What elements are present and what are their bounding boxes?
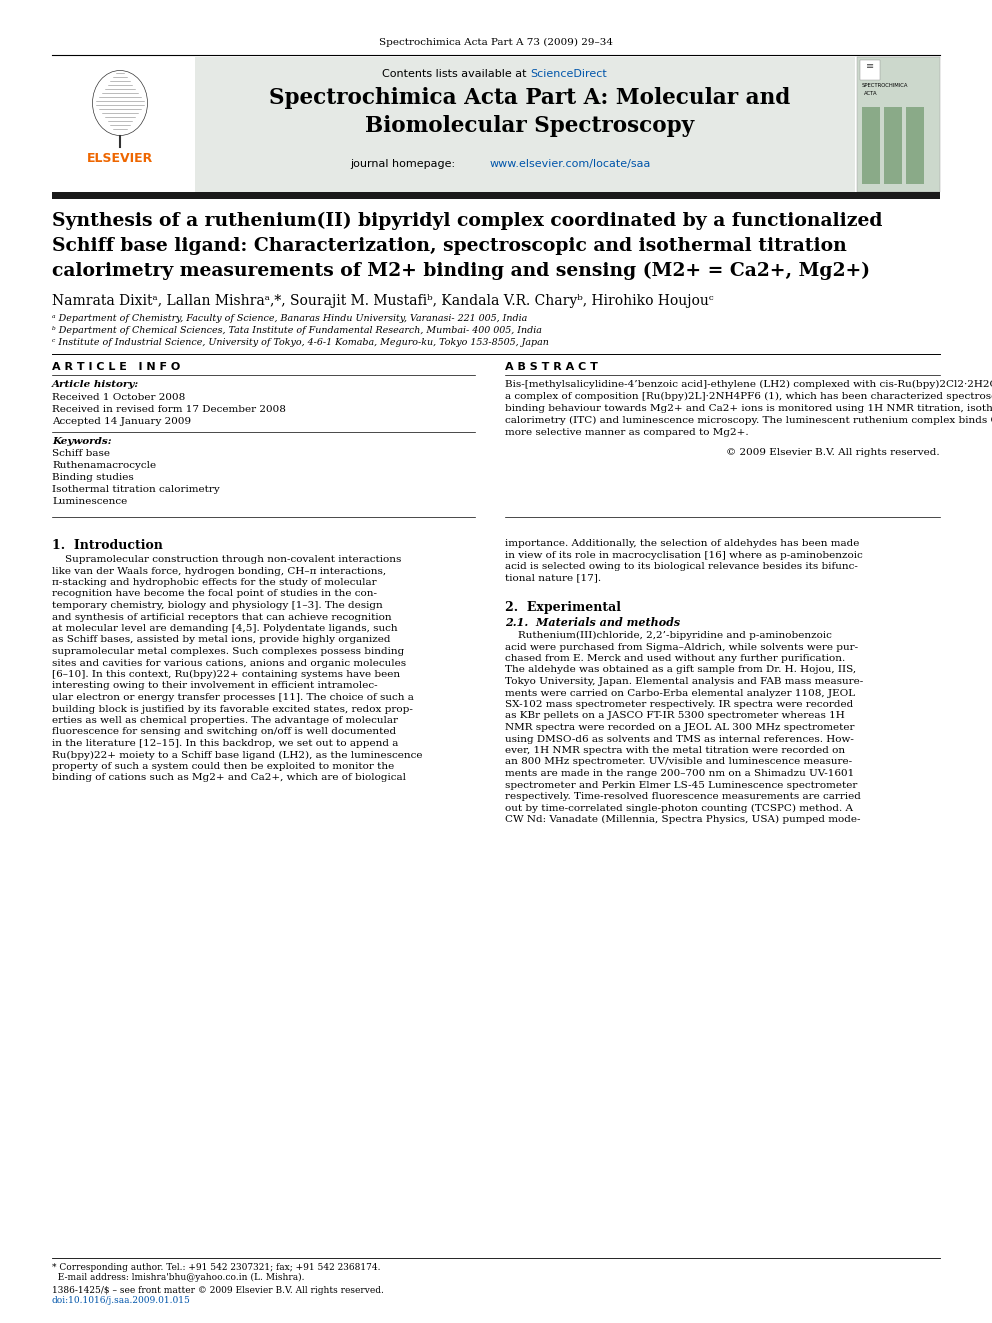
Text: NMR spectra were recorded on a JEOL AL 300 MHz spectrometer: NMR spectra were recorded on a JEOL AL 3… — [505, 722, 854, 732]
Text: temporary chemistry, biology and physiology [1–3]. The design: temporary chemistry, biology and physiol… — [52, 601, 383, 610]
Text: and synthesis of artificial receptors that can achieve recognition: and synthesis of artificial receptors th… — [52, 613, 392, 622]
Text: respectively. Time-resolved fluorescence measurements are carried: respectively. Time-resolved fluorescence… — [505, 792, 861, 800]
Text: 1.  Introduction: 1. Introduction — [52, 538, 163, 552]
Text: ever, 1H NMR spectra with the metal titration were recorded on: ever, 1H NMR spectra with the metal titr… — [505, 746, 845, 755]
Text: Luminescence: Luminescence — [52, 497, 127, 505]
Text: binding of cations such as Mg2+ and Ca2+, which are of biological: binding of cations such as Mg2+ and Ca2+… — [52, 774, 406, 782]
Text: Spectrochimica Acta Part A: Molecular and: Spectrochimica Acta Part A: Molecular an… — [270, 87, 791, 108]
Text: SPECTROCHIMICA: SPECTROCHIMICA — [862, 83, 909, 89]
Text: sites and cavities for various cations, anions and organic molecules: sites and cavities for various cations, … — [52, 659, 406, 668]
Text: Supramolecular construction through non-covalent interactions: Supramolecular construction through non-… — [52, 556, 402, 564]
Bar — [195, 57, 855, 192]
Text: out by time-correlated single-photon counting (TCSPC) method. A: out by time-correlated single-photon cou… — [505, 803, 853, 812]
Text: [6–10]. In this context, Ru(bpy)22+ containing systems have been: [6–10]. In this context, Ru(bpy)22+ cont… — [52, 669, 400, 679]
Text: importance. Additionally, the selection of aldehydes has been made: importance. Additionally, the selection … — [505, 538, 859, 548]
Text: ELSEVIER: ELSEVIER — [87, 152, 153, 165]
Text: spectrometer and Perkin Elmer LS-45 Luminescence spectrometer: spectrometer and Perkin Elmer LS-45 Lumi… — [505, 781, 857, 790]
Text: Bis-[methylsalicylidine-4’benzoic acid]-ethylene (LH2) complexed with cis-Ru(bpy: Bis-[methylsalicylidine-4’benzoic acid]-… — [505, 380, 992, 389]
Text: © 2009 Elsevier B.V. All rights reserved.: © 2009 Elsevier B.V. All rights reserved… — [726, 448, 940, 456]
Bar — [857, 57, 940, 192]
Bar — [862, 107, 880, 184]
Text: Spectrochimica Acta Part A 73 (2009) 29–34: Spectrochimica Acta Part A 73 (2009) 29–… — [379, 38, 613, 48]
Text: supramolecular metal complexes. Such complexes possess binding: supramolecular metal complexes. Such com… — [52, 647, 405, 656]
Text: ᶜ Institute of Industrial Science, University of Tokyo, 4-6-1 Komaba, Meguro-ku,: ᶜ Institute of Industrial Science, Unive… — [52, 337, 549, 347]
Text: calorimetry measurements of M2+ binding and sensing (M2+ = Ca2+, Mg2+): calorimetry measurements of M2+ binding … — [52, 262, 870, 280]
Text: Binding studies: Binding studies — [52, 474, 134, 482]
Text: acid is selected owing to its biological relevance besides its bifunc-: acid is selected owing to its biological… — [505, 562, 858, 572]
Text: building block is justified by its favorable excited states, redox prop-: building block is justified by its favor… — [52, 705, 413, 713]
Text: in view of its role in macrocyclisation [16] where as p-aminobenzoic: in view of its role in macrocyclisation … — [505, 550, 863, 560]
Text: ments were carried on Carbo-Erba elemental analyzer 1108, JEOL: ments were carried on Carbo-Erba element… — [505, 688, 855, 697]
Text: ments are made in the range 200–700 nm on a Shimadzu UV-1601: ments are made in the range 200–700 nm o… — [505, 769, 854, 778]
Text: Ruthenium(III)chloride, 2,2’-bipyridine and p-aminobenzoic: Ruthenium(III)chloride, 2,2’-bipyridine … — [505, 631, 832, 640]
Text: property of such a system could then be exploited to monitor the: property of such a system could then be … — [52, 762, 394, 771]
Text: erties as well as chemical properties. The advantage of molecular: erties as well as chemical properties. T… — [52, 716, 398, 725]
Text: binding behaviour towards Mg2+ and Ca2+ ions is monitored using 1H NMR titration: binding behaviour towards Mg2+ and Ca2+ … — [505, 404, 992, 413]
Text: an 800 MHz spectrometer. UV/visible and luminescence measure-: an 800 MHz spectrometer. UV/visible and … — [505, 758, 852, 766]
Text: ScienceDirect: ScienceDirect — [530, 69, 607, 79]
Text: Accepted 14 January 2009: Accepted 14 January 2009 — [52, 417, 191, 426]
Bar — [884, 107, 902, 184]
Text: calorimetry (ITC) and luminescence microscopy. The luminescent ruthenium complex: calorimetry (ITC) and luminescence micro… — [505, 415, 992, 425]
Text: recognition have become the focal point of studies in the con-: recognition have become the focal point … — [52, 590, 377, 598]
Text: ᵃ Department of Chemistry, Faculty of Science, Banaras Hindu University, Varanas: ᵃ Department of Chemistry, Faculty of Sc… — [52, 314, 528, 323]
Text: ular electron or energy transfer processes [11]. The choice of such a: ular electron or energy transfer process… — [52, 693, 414, 703]
Text: SX-102 mass spectrometer respectively. IR spectra were recorded: SX-102 mass spectrometer respectively. I… — [505, 700, 853, 709]
Text: A B S T R A C T: A B S T R A C T — [505, 363, 598, 372]
Bar — [52, 192, 940, 198]
Text: doi:10.1016/j.saa.2009.01.015: doi:10.1016/j.saa.2009.01.015 — [52, 1297, 190, 1304]
Text: ᵇ Department of Chemical Sciences, Tata Institute of Fundamental Research, Mumba: ᵇ Department of Chemical Sciences, Tata … — [52, 325, 542, 335]
Text: Keywords:: Keywords: — [52, 437, 112, 446]
Text: chased from E. Merck and used without any further purification.: chased from E. Merck and used without an… — [505, 654, 845, 663]
Text: π-stacking and hydrophobic effects for the study of molecular: π-stacking and hydrophobic effects for t… — [52, 578, 377, 587]
Text: Synthesis of a ruthenium(II) bipyridyl complex coordinated by a functionalized: Synthesis of a ruthenium(II) bipyridyl c… — [52, 212, 883, 230]
Text: Biomolecular Spectroscopy: Biomolecular Spectroscopy — [365, 115, 694, 138]
Text: Received in revised form 17 December 2008: Received in revised form 17 December 200… — [52, 405, 286, 414]
Text: a complex of composition [Ru(bpy)2L]·2NH4PF6 (1), which has been characterized s: a complex of composition [Ru(bpy)2L]·2NH… — [505, 392, 992, 401]
Text: Namrata Dixitᵃ, Lallan Mishraᵃ,*, Sourajit M. Mustafiᵇ, Kandala V.R. Charyᵇ, Hir: Namrata Dixitᵃ, Lallan Mishraᵃ,*, Souraj… — [52, 294, 713, 308]
Text: as Schiff bases, assisted by metal ions, provide highly organized: as Schiff bases, assisted by metal ions,… — [52, 635, 391, 644]
Text: ≡: ≡ — [866, 62, 874, 71]
Bar — [906, 107, 924, 184]
Text: Schiff base: Schiff base — [52, 448, 110, 458]
Text: www.elsevier.com/locate/saa: www.elsevier.com/locate/saa — [490, 159, 652, 169]
Text: in the literature [12–15]. In this backdrop, we set out to append a: in the literature [12–15]. In this backd… — [52, 740, 399, 747]
Text: like van der Waals force, hydrogen bonding, CH–π interactions,: like van der Waals force, hydrogen bondi… — [52, 566, 386, 576]
Text: Isothermal titration calorimetry: Isothermal titration calorimetry — [52, 486, 220, 493]
Text: Article history:: Article history: — [52, 380, 139, 389]
Text: more selective manner as compared to Mg2+.: more selective manner as compared to Mg2… — [505, 429, 749, 437]
Text: using DMSO-d6 as solvents and TMS as internal references. How-: using DMSO-d6 as solvents and TMS as int… — [505, 734, 854, 744]
Text: journal homepage:: journal homepage: — [350, 159, 458, 169]
Text: tional nature [17].: tional nature [17]. — [505, 573, 601, 582]
Text: as KBr pellets on a JASCO FT-IR 5300 spectrometer whereas 1H: as KBr pellets on a JASCO FT-IR 5300 spe… — [505, 712, 845, 721]
Text: 2.  Experimental: 2. Experimental — [505, 601, 621, 614]
Text: Schiff base ligand: Characterization, spectroscopic and isothermal titration: Schiff base ligand: Characterization, sp… — [52, 237, 847, 255]
Text: ACTA: ACTA — [864, 91, 878, 97]
Text: A R T I C L E   I N F O: A R T I C L E I N F O — [52, 363, 181, 372]
Text: Ru(bpy)22+ moiety to a Schiff base ligand (LH2), as the luminescence: Ru(bpy)22+ moiety to a Schiff base ligan… — [52, 750, 423, 759]
Text: Tokyo University, Japan. Elemental analysis and FAB mass measure-: Tokyo University, Japan. Elemental analy… — [505, 677, 863, 687]
Text: CW Nd: Vanadate (Millennia, Spectra Physics, USA) pumped mode-: CW Nd: Vanadate (Millennia, Spectra Phys… — [505, 815, 860, 824]
Text: acid were purchased from Sigma–Aldrich, while solvents were pur-: acid were purchased from Sigma–Aldrich, … — [505, 643, 858, 651]
Bar — [860, 60, 880, 79]
Text: interesting owing to their involvement in efficient intramolec-: interesting owing to their involvement i… — [52, 681, 378, 691]
Text: Contents lists available at: Contents lists available at — [382, 69, 530, 79]
Text: 2.1.  Materials and methods: 2.1. Materials and methods — [505, 617, 681, 628]
Text: Received 1 October 2008: Received 1 October 2008 — [52, 393, 186, 402]
Text: 1386-1425/$ – see front matter © 2009 Elsevier B.V. All rights reserved.: 1386-1425/$ – see front matter © 2009 El… — [52, 1286, 384, 1295]
Text: E-mail address: lmishra'bhu@yahoo.co.in (L. Mishra).: E-mail address: lmishra'bhu@yahoo.co.in … — [52, 1273, 305, 1282]
Text: at molecular level are demanding [4,5]. Polydentate ligands, such: at molecular level are demanding [4,5]. … — [52, 624, 398, 632]
Text: The aldehyde was obtained as a gift sample from Dr. H. Hojou, IIS,: The aldehyde was obtained as a gift samp… — [505, 665, 856, 675]
Text: Ruthenamacrocycle: Ruthenamacrocycle — [52, 460, 156, 470]
Text: * Corresponding author. Tel.: +91 542 2307321; fax; +91 542 2368174.: * Corresponding author. Tel.: +91 542 23… — [52, 1263, 381, 1271]
Text: fluorescence for sensing and switching on/off is well documented: fluorescence for sensing and switching o… — [52, 728, 396, 737]
Bar — [52, 57, 195, 192]
